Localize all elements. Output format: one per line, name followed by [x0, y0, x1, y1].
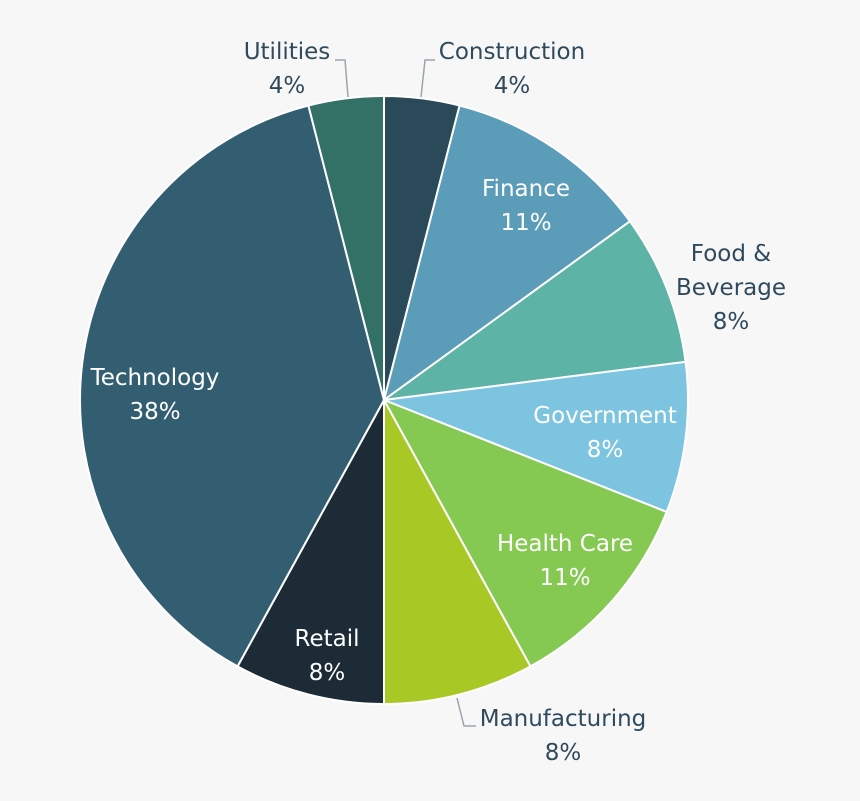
pct-manufacturing: 8% [545, 740, 582, 766]
label-manufacturing: Manufacturing [480, 706, 647, 732]
label-technology: Technology [90, 365, 220, 391]
label-government: Government [533, 403, 676, 429]
label-healthcare: Health Care [497, 531, 633, 557]
pie-slice-healthcare [381, 398, 668, 668]
pct-construction: 4% [494, 73, 531, 99]
pie-slice-technology [79, 104, 386, 668]
pie-slice-food [383, 219, 687, 401]
pie-slice-retail [236, 399, 385, 706]
pct-retail: 8% [309, 660, 346, 686]
label-finance: Finance [482, 176, 570, 202]
pct-utilities: 4% [269, 73, 306, 99]
pie-slice-utilities [307, 94, 385, 401]
label-retail: Retail [295, 626, 360, 652]
pct-finance: 11% [500, 210, 551, 236]
pct-technology: 38% [129, 399, 180, 425]
pct-government: 8% [587, 437, 624, 463]
label-food-line2: Beverage [676, 275, 786, 301]
leader-line-construction [420, 59, 435, 98]
label-utilities: Utilities [244, 39, 331, 65]
pie-slice-manufacturing [383, 399, 532, 706]
leader-line-manufacturing [456, 697, 476, 727]
pie-slices [79, 94, 689, 706]
label-construction: Construction [439, 39, 585, 65]
label-food-line1: Food & [691, 241, 771, 267]
pie-slice-government [383, 360, 689, 514]
pct-healthcare: 11% [539, 565, 590, 591]
pct-food: 8% [713, 309, 750, 335]
pie-slice-finance [382, 104, 632, 403]
leader-line-utilities [335, 59, 349, 98]
